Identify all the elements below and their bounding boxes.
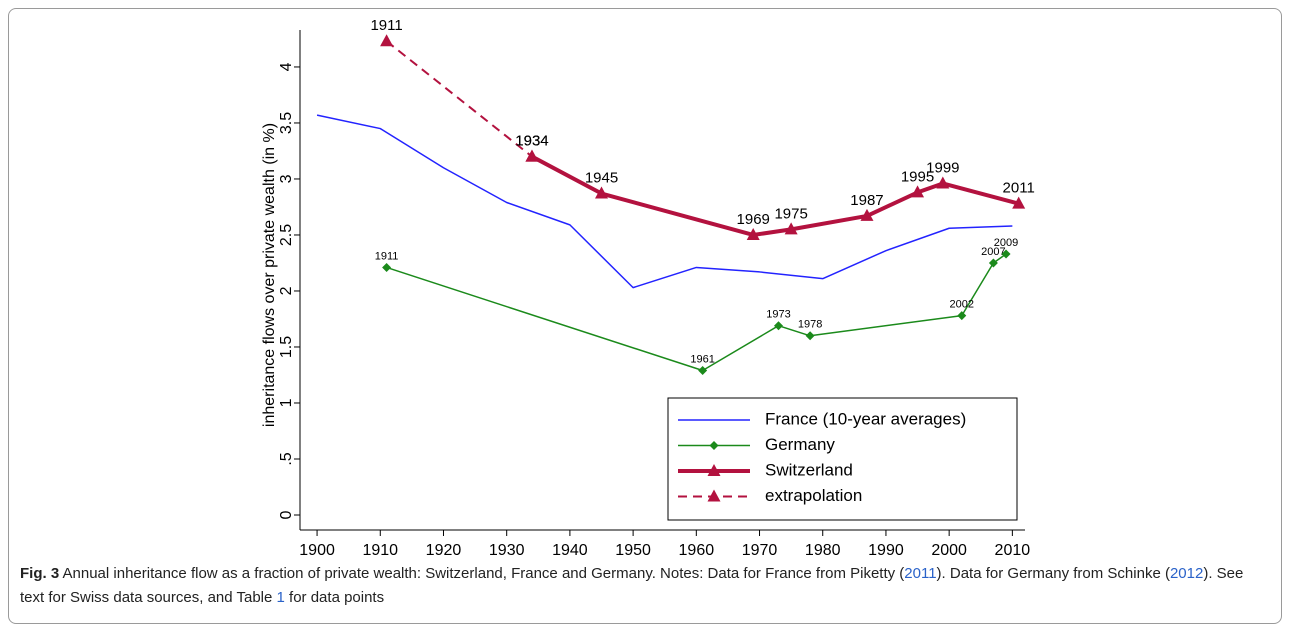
- point-label: 2011: [1003, 180, 1035, 197]
- x-tick-label: 1990: [868, 542, 904, 559]
- point-label: 1911: [370, 17, 402, 34]
- caption-text: ). See text for Swiss data sources, and …: [20, 565, 1244, 606]
- y-tick-label: 1.5: [278, 336, 295, 358]
- y-tick-label: 3.5: [278, 112, 295, 134]
- data-point: [860, 208, 874, 221]
- data-point: [746, 227, 760, 240]
- data-point: [595, 186, 609, 199]
- data-point: [805, 331, 815, 341]
- y-axis-label: inheritance flows over private wealth (i…: [261, 123, 278, 427]
- legend-marker: [707, 489, 721, 502]
- y-tick-label: 4: [278, 62, 295, 71]
- legend-marker: [709, 441, 719, 450]
- data-point: [936, 176, 950, 189]
- data-point: [382, 262, 392, 272]
- point-label: 1934: [515, 133, 548, 150]
- series-line: [316, 114, 1013, 289]
- data-point: [911, 185, 925, 198]
- legend-marker: [707, 464, 721, 476]
- series-line: [385, 40, 533, 158]
- data-point: [1012, 196, 1026, 209]
- point-label: 1975: [774, 205, 807, 222]
- legend-label: Switzerland: [765, 460, 853, 479]
- data-point: [988, 258, 998, 268]
- caption-text: for data points: [284, 589, 385, 606]
- x-tick-label: 1950: [615, 542, 651, 559]
- caption-text: Annual inheritance flow as a fraction of…: [62, 565, 905, 582]
- y-tick-label: 2: [278, 286, 295, 295]
- caption-link[interactable]: 2011: [904, 565, 937, 582]
- data-point: [957, 311, 967, 321]
- data-point: [698, 366, 708, 376]
- x-tick-label: 2000: [931, 542, 967, 559]
- x-tick-label: 1980: [805, 542, 841, 559]
- point-label: 2002: [950, 299, 974, 311]
- point-label: 2009: [994, 237, 1018, 249]
- x-tick-label: 1910: [362, 542, 398, 559]
- caption-text: ). Data for Germany from Schinke (: [936, 565, 1170, 582]
- point-label: 1934: [515, 133, 548, 150]
- point-label: 2007: [981, 246, 1005, 258]
- legend-label: France (10-year averages): [765, 409, 966, 428]
- point-label: 1995: [901, 168, 934, 185]
- point-label: 1945: [585, 169, 618, 186]
- y-tick-label: 0: [278, 510, 295, 519]
- figure-frame: [8, 8, 1282, 624]
- point-label: 1987: [850, 192, 883, 209]
- legend-label: Germany: [765, 435, 835, 454]
- data-point: [525, 149, 539, 162]
- x-tick-label: 1930: [489, 542, 525, 559]
- x-tick-label: 1900: [299, 542, 335, 559]
- point-label: 1969: [737, 211, 770, 228]
- caption: Fig. 3 Annual inheritance flow as a frac…: [20, 562, 1270, 610]
- y-tick-label: 1: [278, 398, 295, 407]
- point-label: 1999: [926, 159, 959, 176]
- x-tick-label: 1920: [426, 542, 462, 559]
- y-tick-label: 3: [278, 174, 295, 183]
- y-tick-label: .5: [278, 452, 295, 465]
- caption-link[interactable]: 1: [276, 589, 285, 606]
- chart: inheritance flows over private wealth (i…: [261, 17, 1035, 559]
- point-label: 1973: [766, 309, 790, 321]
- legend-box: [667, 397, 1018, 521]
- point-label: 1978: [798, 319, 822, 331]
- data-point: [773, 321, 783, 331]
- caption-label: Fig. 3: [20, 565, 60, 582]
- x-tick-label: 1940: [552, 542, 588, 559]
- x-tick-label: 2010: [995, 542, 1031, 559]
- data-point: [784, 222, 798, 235]
- point-label: 1911: [375, 250, 399, 262]
- point-label: 1961: [690, 353, 714, 365]
- data-point: [1001, 249, 1011, 259]
- data-point: [380, 34, 394, 47]
- x-tick-label: 1960: [679, 542, 715, 559]
- y-tick-label: 2.5: [278, 224, 295, 246]
- legend-label: extrapolation: [765, 486, 862, 505]
- x-tick-label: 1970: [742, 542, 778, 559]
- caption-link[interactable]: 2012: [1169, 565, 1204, 582]
